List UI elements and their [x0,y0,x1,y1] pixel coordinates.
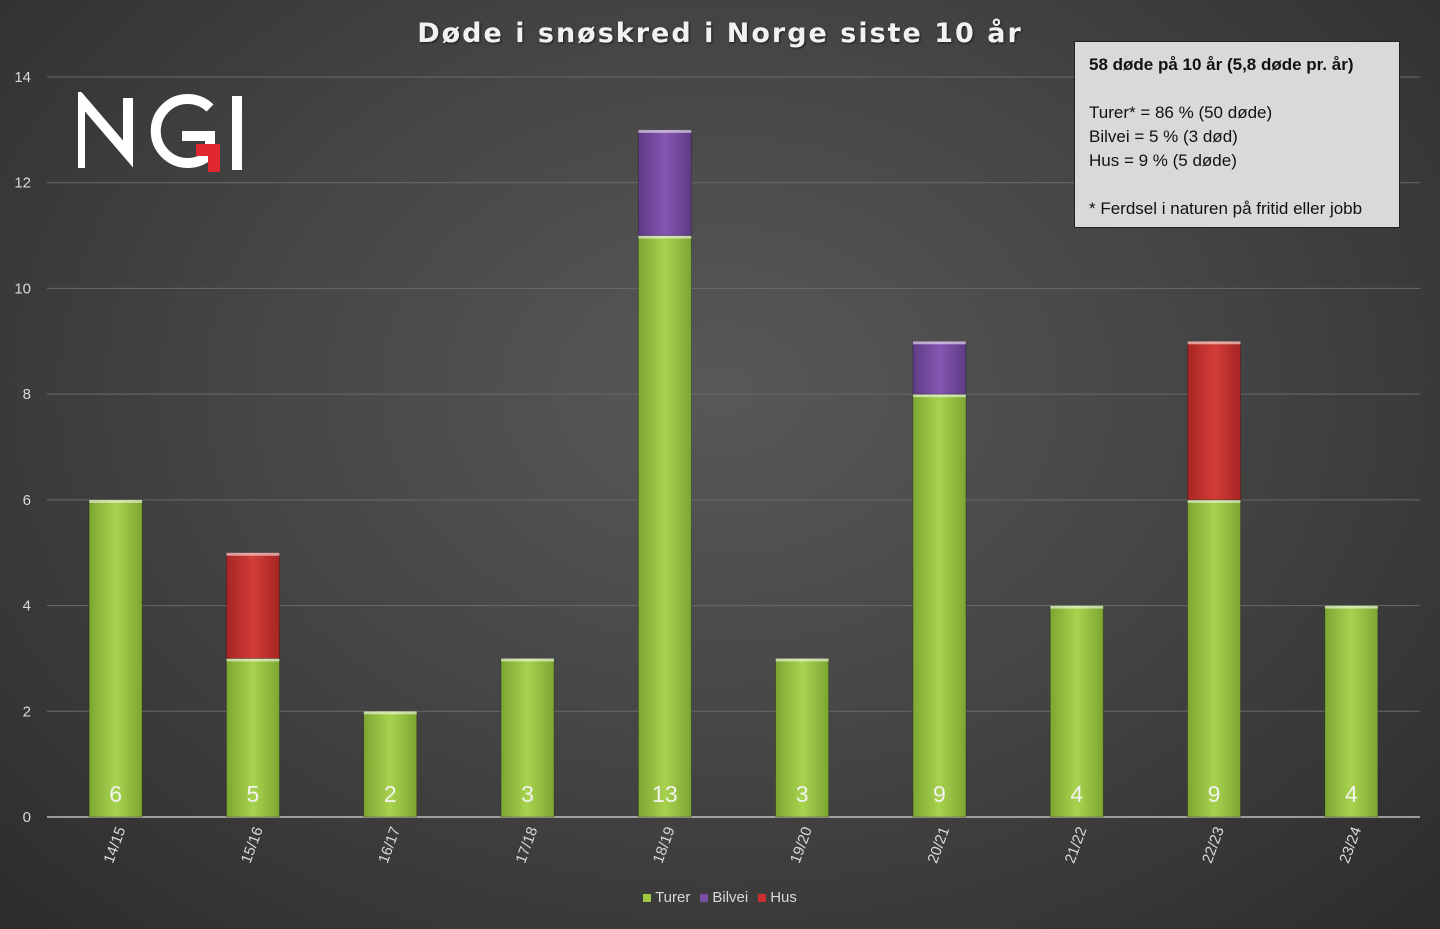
bar-segment-turer [225,657,280,818]
summary-turer: Turer* = 86 % (50 døde) [1089,103,1273,122]
bar-segment-highlight [501,658,555,662]
bar-segment-highlight [912,341,966,345]
x-tick-label: 16/17 [375,825,404,866]
x-tick-label: 22/23 [1199,825,1228,866]
legend-swatch-hus [758,893,767,902]
bar-segment-turer [1324,605,1379,818]
bar-segment-bilvei [912,340,967,395]
chart-title: Døde i snøskred i Norge siste 10 år [417,18,1023,49]
legend: Turer Bilvei Hus [0,889,1440,906]
legend-swatch-bilvei [700,893,709,902]
bar-segment-highlight [1187,341,1241,345]
bars [88,129,1379,818]
bar-segment-highlight [89,499,143,503]
x-tick-label: 17/18 [512,825,541,866]
y-tick-label: 10 [14,280,31,297]
y-tick-label: 8 [23,386,31,403]
bar-segment-highlight [226,552,280,556]
x-tick-label: 14/15 [101,825,130,866]
bar-segment-highlight [1187,499,1241,503]
x-tick-label: 20/21 [924,825,953,866]
bar-segment-turer [1049,605,1104,818]
x-tick-label: 18/19 [650,825,679,866]
x-tick-label: 19/20 [787,825,816,866]
legend-entry-hus: Hus [758,889,797,906]
y-tick-label: 6 [23,492,31,509]
legend-label-turer: Turer [655,889,691,906]
x-tick-label: 23/24 [1336,825,1365,866]
bar-segment-turer [637,235,692,818]
bar-segment-highlight [912,394,966,398]
summary-footnote: * Ferdsel i naturen på fritid eller jobb [1089,199,1363,218]
total-label: 5 [247,781,260,807]
total-label: 4 [1070,781,1083,807]
bar-segment-highlight [226,658,280,662]
bar-segment-turer [88,499,143,818]
legend-label-hus: Hus [770,889,797,906]
total-label: 4 [1345,781,1358,807]
ngi-logo-mark [75,84,242,172]
y-tick-label: 2 [23,703,31,720]
bar-segment-hus [1187,340,1242,501]
total-label: 9 [933,781,946,807]
legend-entry-bilvei: Bilvei [700,889,748,906]
legend-label-bilvei: Bilvei [712,889,749,906]
bar-segment-turer [775,657,830,818]
bar-segment-highlight [775,658,829,662]
bar-segment-highlight [638,129,692,133]
ngi-logo [75,84,248,179]
total-label: 9 [1208,781,1221,807]
summary-hus: Hus = 9 % (5 døde) [1089,151,1237,170]
total-label: 3 [796,781,809,807]
y-tick-label: 0 [23,809,31,826]
legend-entry-turer: Turer [643,889,690,906]
bar-segment-highlight [638,235,692,239]
y-tick-label: 12 [14,175,31,192]
x-tick-label: 21/22 [1062,825,1091,866]
bar-segment-highlight [363,711,417,715]
total-label: 2 [384,781,397,807]
total-label: 6 [109,781,122,807]
bar-segment-turer [912,393,967,818]
summary-box: 58 døde på 10 år (5,8 døde pr. år) Turer… [1074,41,1400,228]
total-label: 13 [652,781,678,807]
total-label: 3 [521,781,534,807]
bar-segment-turer [1187,499,1242,818]
bar-segment-bilvei [637,129,692,237]
y-tick-label: 14 [14,69,31,86]
summary-bilvei: Bilvei = 5 % (3 død) [1089,127,1238,146]
legend-swatch-turer [643,893,652,902]
summary-headline: 58 døde på 10 år (5,8 døde pr. år) [1089,55,1354,74]
bar-segment-hus [225,552,280,659]
x-tick-label: 15/16 [238,825,267,866]
bar-segment-highlight [1050,605,1104,609]
bar-segment-highlight [1324,605,1378,609]
y-tick-label: 4 [23,598,31,615]
